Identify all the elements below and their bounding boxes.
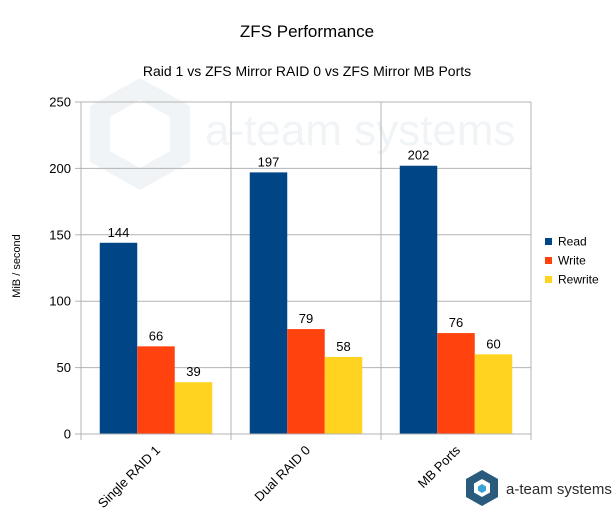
legend: Read Write Rewrite <box>545 235 599 287</box>
bar-write <box>437 333 475 434</box>
x-category-label: Dual RAID 0 <box>251 443 313 505</box>
legend-swatch-rewrite <box>545 276 552 283</box>
y-tick-label: 250 <box>49 95 71 110</box>
cube-logo-icon <box>466 470 498 506</box>
data-label: 76 <box>449 315 463 330</box>
data-label: 39 <box>186 364 200 379</box>
legend-swatch-read <box>545 238 552 245</box>
bars <box>99 165 513 434</box>
data-label: 66 <box>149 328 163 343</box>
data-label: 202 <box>408 148 430 163</box>
axes <box>80 102 531 435</box>
y-axis-ticks: 0 50 100 150 200 250 <box>49 95 81 442</box>
bar-read <box>99 242 138 434</box>
watermark-cube-logo-icon <box>90 78 190 190</box>
logo-text: a-team systems <box>506 481 612 498</box>
bar-write <box>287 329 325 434</box>
y-tick-label: 50 <box>57 360 71 375</box>
legend-label: Read <box>558 235 587 249</box>
x-axis-categories: Single RAID 1 Dual RAID 0 MB Ports <box>95 442 464 511</box>
data-label: 79 <box>299 311 313 326</box>
company-logo: a-team systems <box>466 470 612 506</box>
legend-label: Rewrite <box>558 273 599 287</box>
x-category-label: Single RAID 1 <box>95 443 163 511</box>
legend-swatch-write <box>545 257 552 264</box>
data-label: 197 <box>258 154 280 169</box>
data-labels: 144 66 39 197 79 58 202 76 60 <box>108 148 501 379</box>
bar-write <box>137 346 175 434</box>
chart-subtitle: Raid 1 vs ZFS Mirror RAID 0 vs ZFS Mirro… <box>143 63 471 79</box>
data-label: 60 <box>486 336 500 351</box>
bar-rewrite <box>174 382 213 434</box>
data-label: 144 <box>108 225 130 240</box>
y-tick-label: 0 <box>64 427 71 442</box>
y-axis-title: MiB / second <box>11 234 23 298</box>
watermark: a-team systems <box>90 78 516 190</box>
y-tick-label: 200 <box>49 161 71 176</box>
chart-title: ZFS Performance <box>240 22 374 41</box>
y-tick-label: 100 <box>49 294 71 309</box>
bar-read <box>249 172 288 434</box>
watermark-text: a-team systems <box>205 106 516 155</box>
x-category-label: MB Ports <box>415 442 464 491</box>
bar-read <box>399 165 438 434</box>
bar-rewrite <box>324 356 363 434</box>
legend-label: Write <box>558 254 586 268</box>
bar-rewrite <box>474 354 513 434</box>
data-label: 58 <box>336 339 350 354</box>
y-tick-label: 150 <box>49 227 71 242</box>
